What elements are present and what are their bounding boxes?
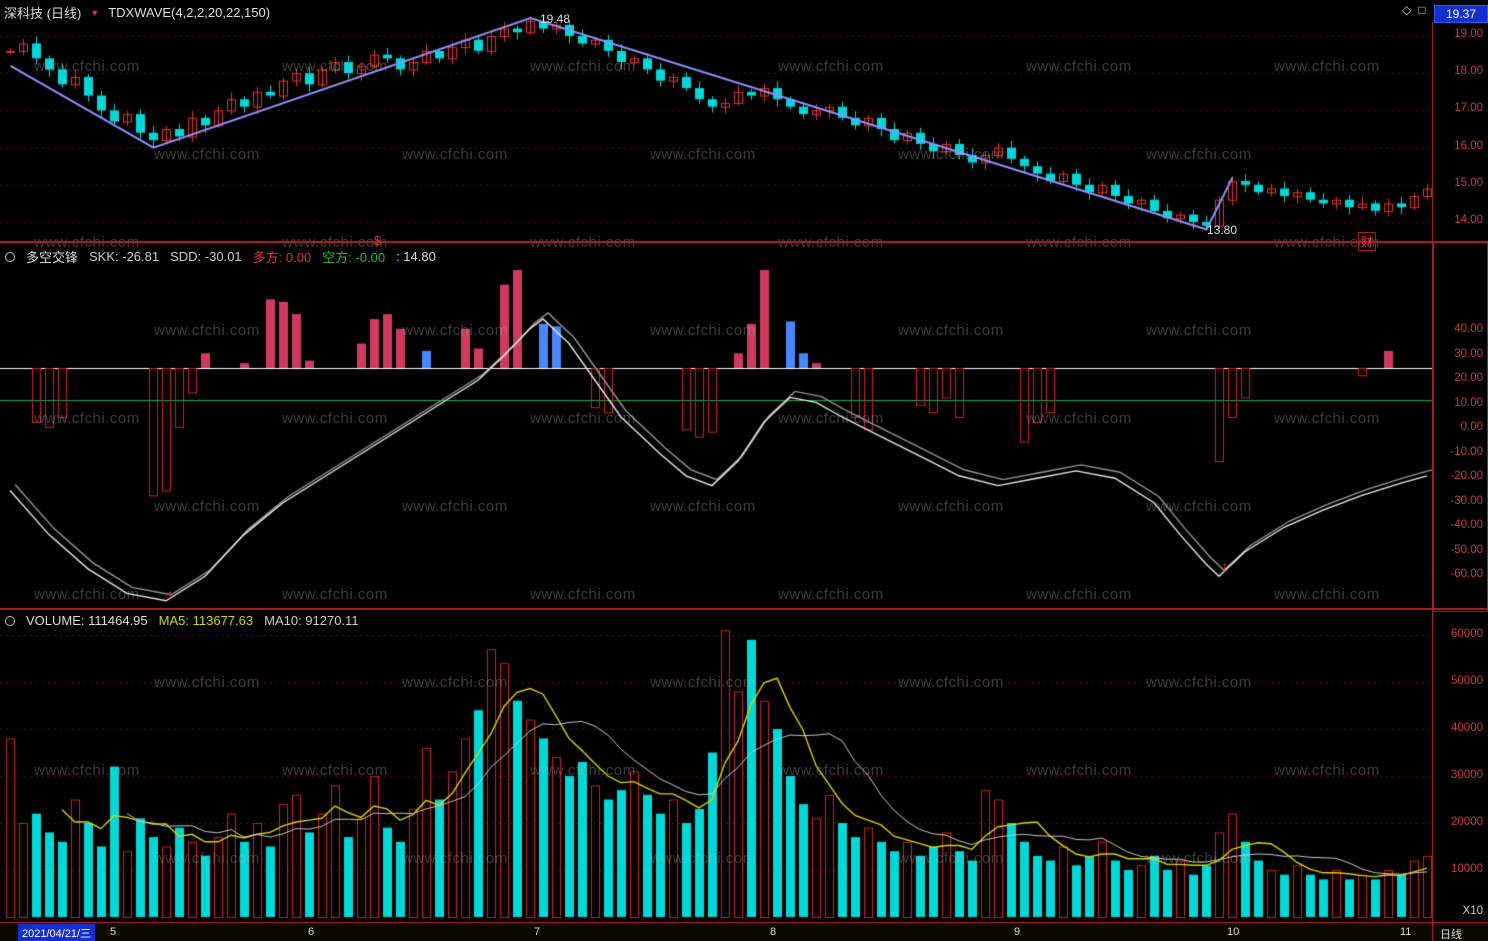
volume-chart[interactable]: [0, 611, 1432, 922]
indicator-name: 多空交锋: [26, 250, 79, 265]
restore-window-icon[interactable]: □: [1418, 3, 1426, 17]
date-display: 2021/04/21/三: [18, 924, 96, 941]
volume-value: VOLUME: 111464.95: [26, 613, 148, 628]
kongfang-value: 空方: -0.00: [322, 250, 386, 265]
month-tick-label: 10: [1227, 926, 1240, 938]
axis-label: 40000: [1451, 722, 1483, 734]
panel-separator-2: [0, 608, 1488, 610]
axis-border-line: [1432, 22, 1433, 922]
dollar-marker: $: [374, 233, 382, 248]
period-selector[interactable]: 日线: [1440, 929, 1462, 941]
stock-title: 深科技 (日线): [4, 6, 82, 21]
axis-label: 15.00: [1454, 177, 1483, 189]
sdd-value: SDD: -30.01: [170, 249, 242, 264]
axis-label: 20000: [1451, 816, 1483, 828]
indicator-close-value: : 14.80: [396, 249, 436, 264]
axis-label: 14.00: [1454, 214, 1483, 226]
candlestick-chart[interactable]: [0, 14, 1432, 241]
volume-header: VOLUME: 111464.95 MA5: 113677.63 MA10: 9…: [5, 613, 359, 628]
axis-label: 30000: [1451, 769, 1483, 781]
buy-signal-arrow: ↑: [167, 586, 174, 602]
month-tick-label: 7: [534, 926, 541, 938]
buy-signal-arrow: ↑: [1221, 558, 1228, 574]
duokong-indicator-chart[interactable]: [0, 244, 1432, 608]
wave-peak-label: 19.48: [540, 12, 571, 26]
volume-collapse-icon[interactable]: [5, 615, 15, 626]
title-bar: 深科技 (日线) ▼ TDXWAVE(4,2,2,20,22,150): [4, 3, 270, 22]
month-tick-label: 9: [1014, 926, 1021, 938]
indicator-header: 多空交锋 SKK: -26.81 SDD: -30.01 多方: 0.00 空方…: [5, 247, 436, 266]
status-divider: [1432, 923, 1433, 941]
indicator-axis-frame: [1433, 241, 1488, 612]
ma5-value: MA5: 113677.63: [158, 613, 254, 628]
indicator-collapse-icon[interactable]: [5, 251, 15, 262]
axis-label: 16.00: [1454, 140, 1483, 152]
panel-separator-1: [0, 241, 1488, 243]
axis-label: 10000: [1451, 863, 1483, 875]
axis-label: 50000: [1451, 675, 1483, 687]
axis-label: 19.00: [1454, 28, 1483, 40]
duofang-value: 多方: 0.00: [252, 250, 312, 265]
axis-label: 18.00: [1454, 65, 1483, 77]
last-price-box: 19.37: [1434, 5, 1488, 23]
ma10-value: MA10: 91270.11: [264, 613, 359, 628]
month-tick-label: 11: [1400, 926, 1412, 938]
dropdown-marker-icon[interactable]: ▼: [90, 7, 100, 18]
wave-trough-label: 13.80: [1207, 223, 1238, 237]
month-tick-label: 5: [110, 926, 117, 938]
cai-badge[interactable]: 财: [1358, 232, 1377, 251]
month-tick-label: 6: [308, 926, 315, 938]
formula-label: TDXWAVE(4,2,2,20,22,150): [108, 5, 271, 20]
axis-label: 60000: [1451, 628, 1483, 640]
axis-label: 17.00: [1454, 102, 1483, 114]
window-controls: ◇ □: [1402, 3, 1425, 17]
month-tick-label: 8: [770, 926, 777, 938]
diamond-icon[interactable]: ◇: [1402, 3, 1412, 17]
skk-value: SKK: -26.81: [89, 249, 160, 264]
status-bar: 2021/04/21/三 日线 5 6 7 8 9 10 11: [0, 923, 1488, 941]
axis-label: X10: [1462, 905, 1483, 917]
